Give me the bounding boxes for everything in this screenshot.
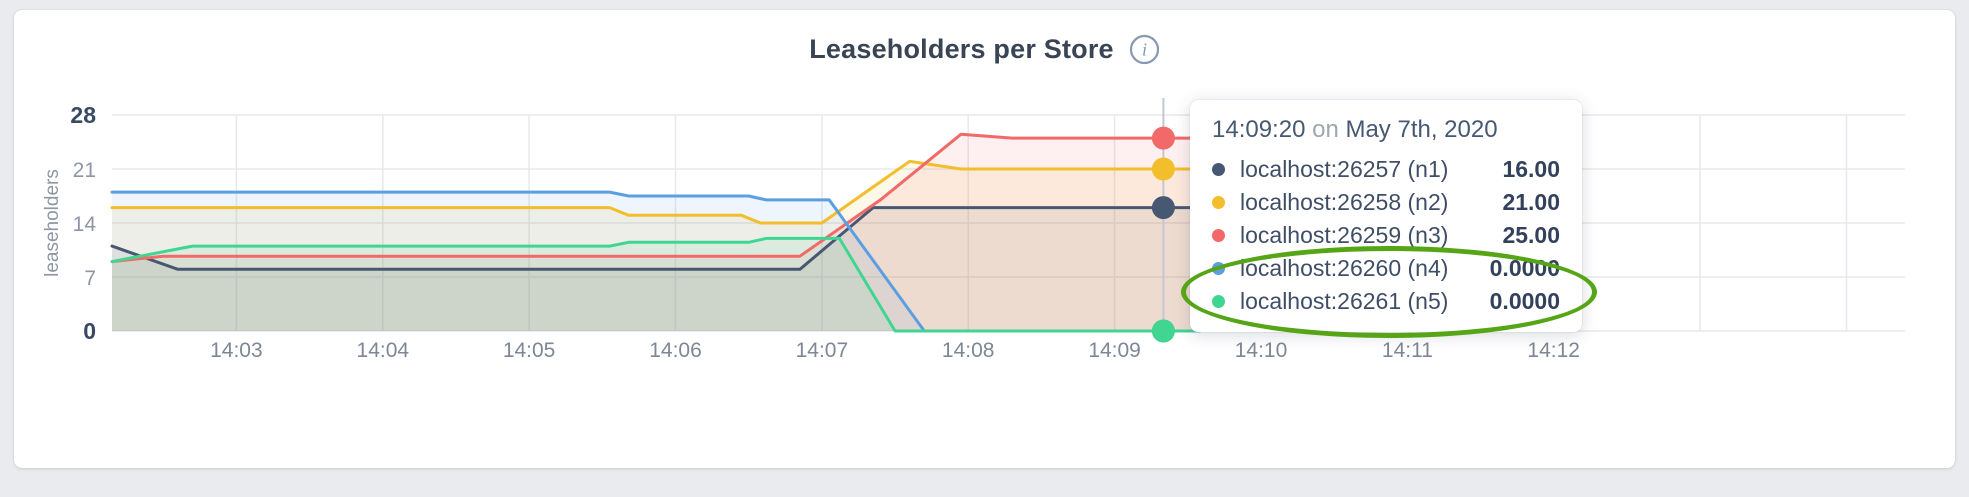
series-area-3	[112, 134, 1200, 331]
chart-tooltip: 14:09:20 on May 7th, 2020 localhost:2625…	[1190, 100, 1582, 332]
series-value: 21.00	[1502, 189, 1560, 215]
series-line-3	[110, 132, 1201, 264]
y-axis-title: leaseholders	[42, 169, 63, 277]
tooltip-conjunction: on	[1312, 116, 1339, 143]
series-line-2	[110, 159, 1201, 225]
tooltip-series-row: localhost:26258 (n2) 21.00	[1212, 186, 1560, 219]
x-tick-label: 14:05	[503, 339, 556, 362]
series-area-2	[112, 161, 1200, 331]
series-name: localhost:26257 (n1)	[1240, 156, 1449, 182]
page-title: Leaseholders per Store	[809, 34, 1114, 64]
series-name: localhost:26258 (n2)	[1240, 189, 1449, 215]
x-tick-label: 14:03	[210, 339, 263, 362]
y-tick-label: 21	[73, 159, 96, 182]
x-tick-label: 14:11	[1382, 339, 1433, 362]
series-name: localhost:26261 (n5)	[1240, 288, 1449, 314]
hover-dot-5	[1151, 319, 1175, 343]
series-color-dot	[1212, 295, 1225, 308]
series-value: 16.00	[1502, 156, 1560, 182]
tooltip-date: May 7th, 2020	[1345, 116, 1498, 143]
tooltip-time: 14:09:20	[1212, 116, 1306, 143]
x-tick-label: 14:10	[1235, 339, 1288, 362]
series-name: localhost:26260 (n4)	[1240, 255, 1449, 281]
series-color-dot	[1212, 196, 1225, 209]
chart-header: Leaseholders per Store i	[0, 34, 1969, 65]
series-value: 25.00	[1502, 222, 1560, 248]
hover-dot-2	[1151, 157, 1175, 181]
tooltip-series-row: localhost:26257 (n1) 16.00	[1212, 153, 1560, 186]
y-tick-label: 28	[70, 102, 96, 128]
x-tick-label: 14:12	[1527, 339, 1580, 362]
x-tick-label: 14:08	[942, 339, 995, 362]
x-tick-label: 14:07	[796, 339, 849, 362]
y-tick-label: 0	[83, 318, 96, 344]
x-tick-label: 14:06	[649, 339, 702, 362]
tooltip-series-row: localhost:26259 (n3) 25.00	[1212, 219, 1560, 252]
series-color-dot	[1212, 229, 1225, 242]
series-value: 0.0000	[1489, 288, 1560, 314]
series-value: 0.0000	[1489, 255, 1560, 281]
hover-dot-1	[1151, 196, 1175, 220]
hover-dot-3	[1151, 126, 1175, 150]
series-name: localhost:26259 (n3)	[1240, 222, 1449, 248]
y-tick-label: 14	[73, 213, 97, 236]
x-tick-label: 14:09	[1088, 339, 1141, 362]
series-line-5	[110, 236, 1201, 333]
series-color-dot	[1212, 163, 1225, 176]
info-icon[interactable]: i	[1129, 34, 1160, 65]
tooltip-timestamp: 14:09:20 on May 7th, 2020	[1212, 116, 1560, 144]
svg-text:i: i	[1142, 40, 1147, 60]
chart-card	[14, 10, 1955, 468]
x-tick-label: 14:04	[357, 339, 410, 362]
series-color-dot	[1212, 262, 1225, 275]
series-line-4	[110, 190, 1201, 333]
tooltip-series-list: localhost:26257 (n1) 16.00 localhost:26258…	[1212, 153, 1560, 318]
series-area-5	[112, 238, 1200, 331]
y-tick-label: 7	[84, 267, 96, 290]
tooltip-series-row: localhost:26261 (n5) 0.0000	[1212, 285, 1560, 318]
series-area-4	[112, 192, 1200, 331]
tooltip-series-row: localhost:26260 (n4) 0.0000	[1212, 252, 1560, 285]
series-line-1	[110, 206, 1201, 271]
